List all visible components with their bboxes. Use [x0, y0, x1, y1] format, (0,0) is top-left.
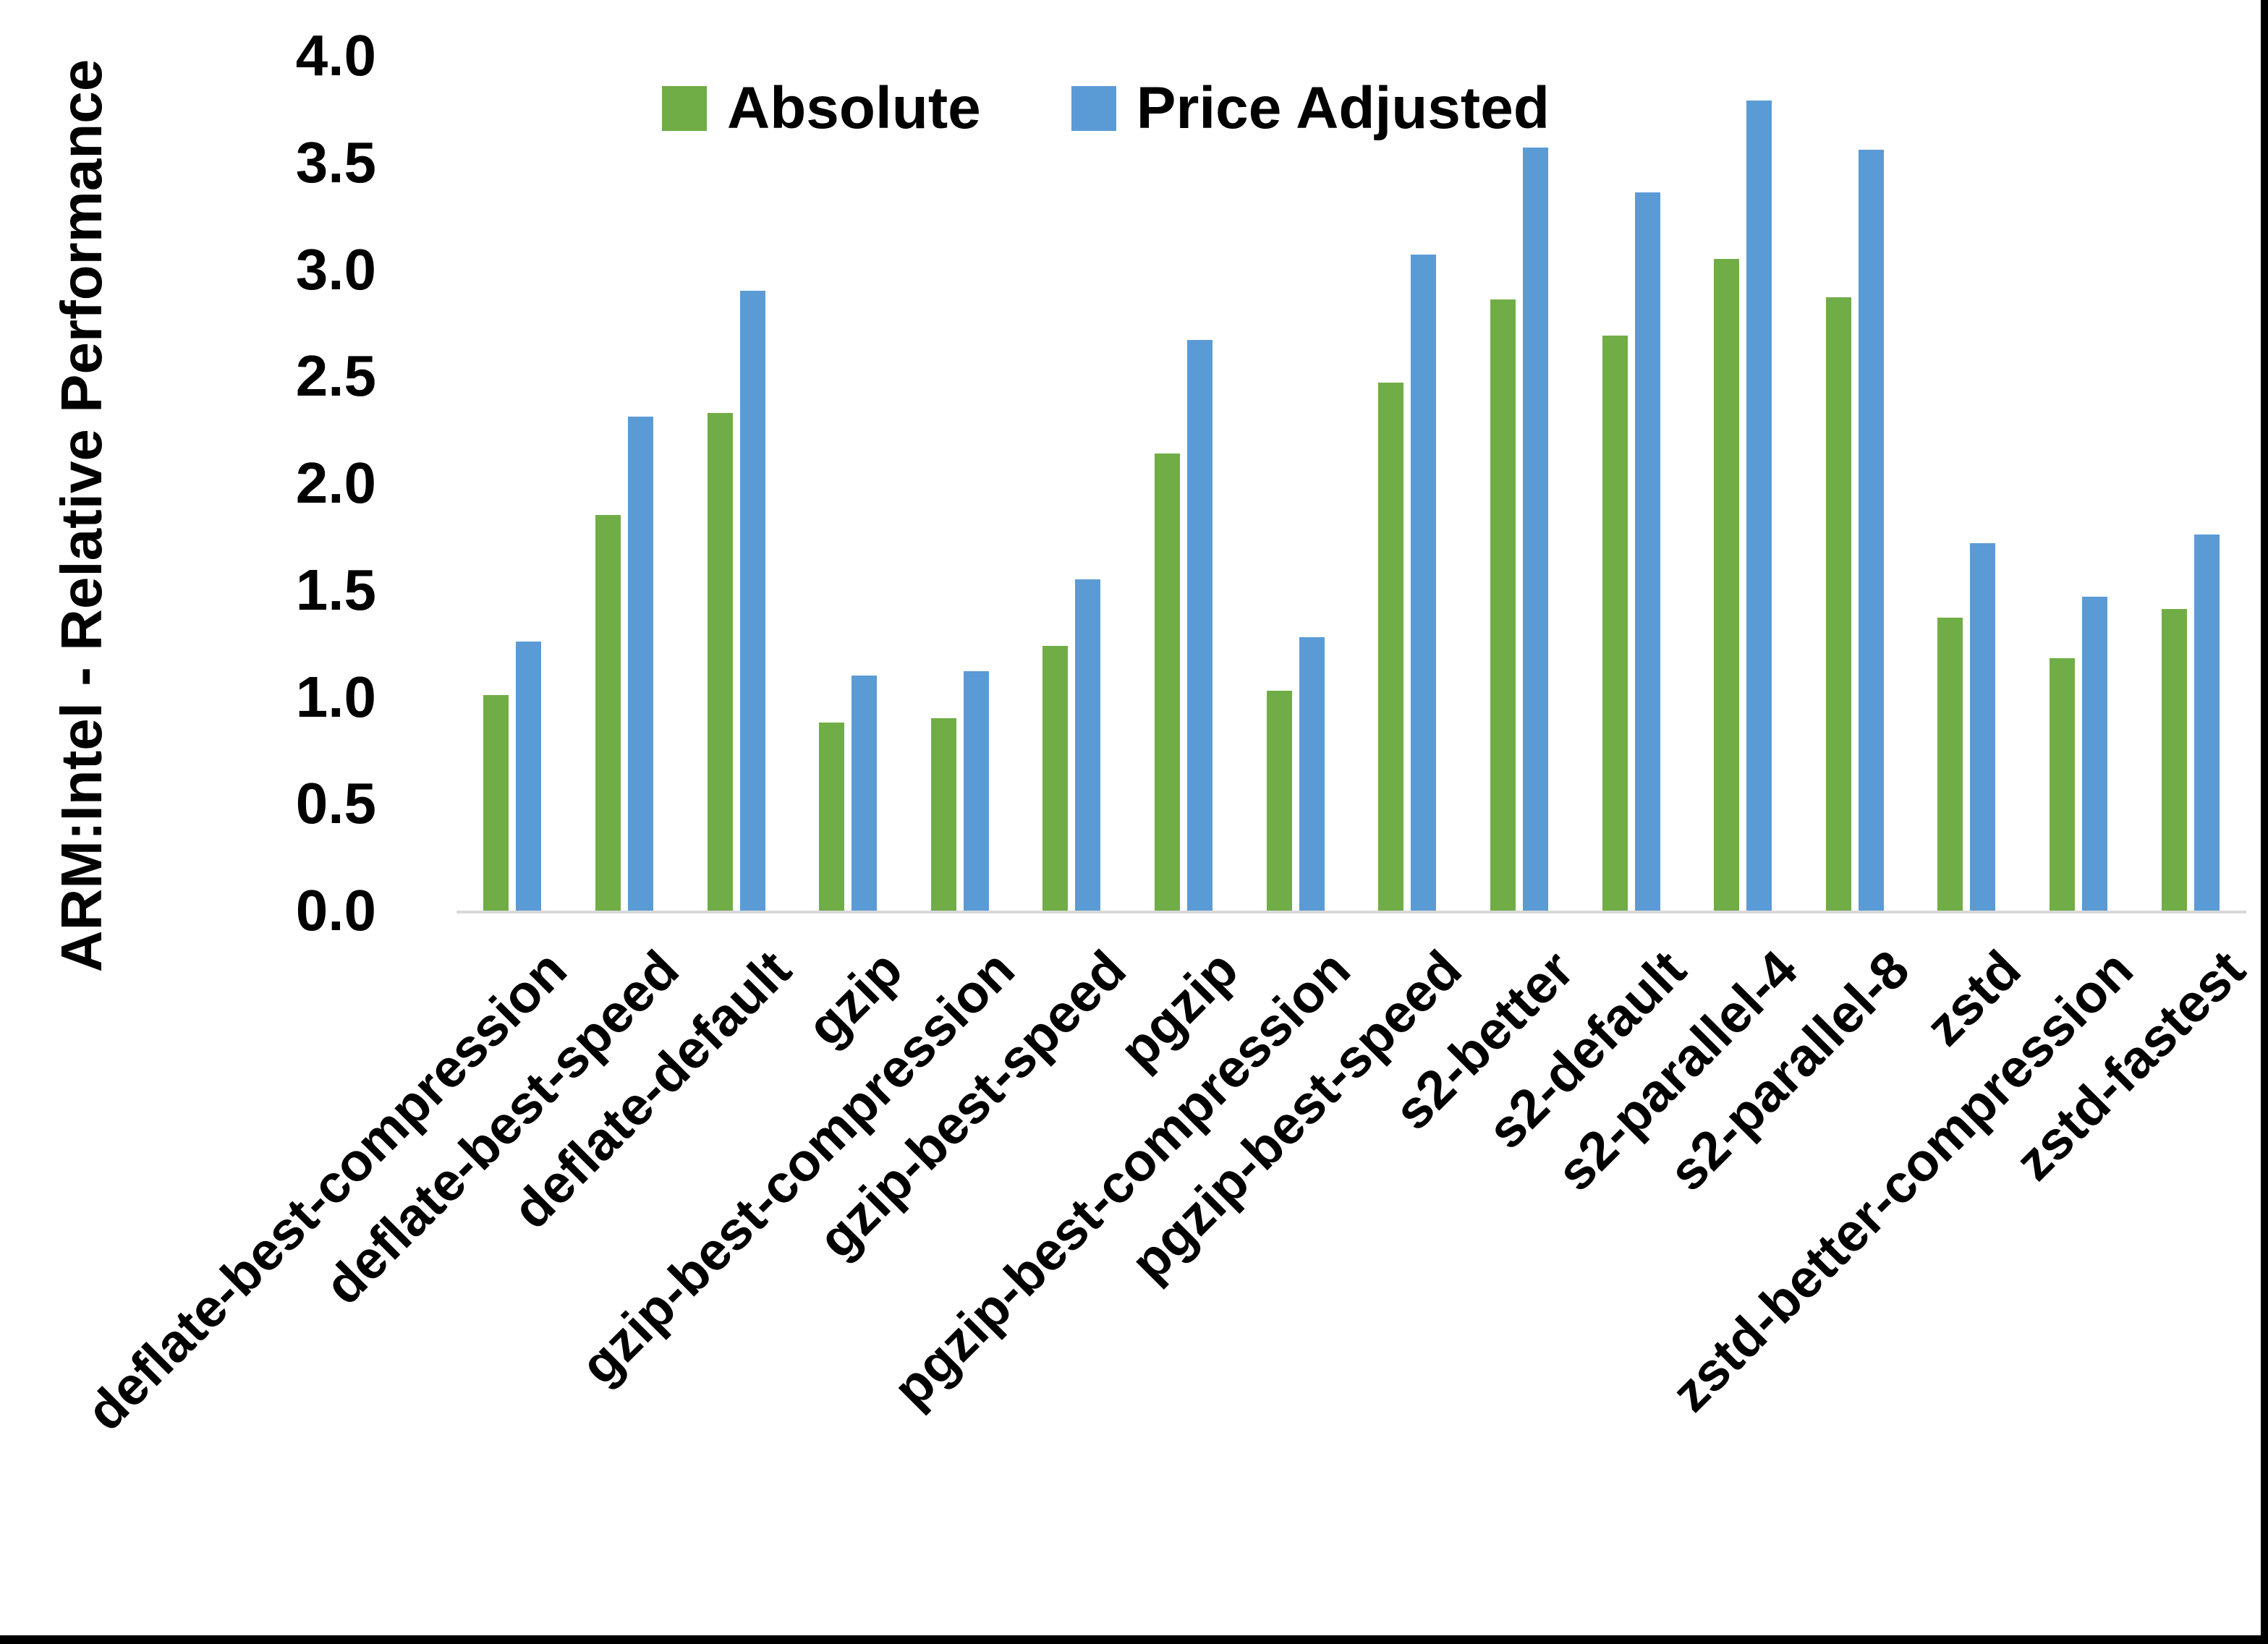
bar-group-deflate-default: [680, 56, 792, 911]
bar-group-s2-default: [1575, 56, 1687, 911]
bar-price-adjusted-deflate-best-speed: [627, 417, 653, 911]
bar-price-adjusted-deflate-default: [739, 291, 765, 911]
bar-price-adjusted-s2-default: [1634, 192, 1660, 911]
bar-price-adjusted-pgzip: [1187, 340, 1213, 911]
legend-swatch-absolute-icon: [662, 86, 707, 131]
bar-absolute-s2-better: [1490, 299, 1516, 911]
legend-swatch-price-adjusted-icon: [1071, 86, 1116, 131]
bar-group-s2-parallel-8: [1799, 56, 1911, 911]
bar-price-adjusted-zstd-fastest: [2193, 534, 2220, 911]
bar-group-pgzip-best-speed: [1351, 56, 1464, 911]
bar-absolute-zstd-better-compression: [2050, 658, 2076, 911]
bar-absolute-s2-default: [1602, 336, 1628, 911]
bar-group-gzip: [792, 56, 904, 911]
screenshot-border-right: [2261, 0, 2268, 1644]
y-tick-label-4.0: 4.0: [295, 23, 376, 88]
bar-group-pgzip-best-compression: [1239, 56, 1351, 911]
bar-group-deflate-best-compression: [456, 56, 569, 911]
legend-item-price-adjusted: Price Adjusted: [1071, 71, 1550, 146]
y-tick-label-1.5: 1.5: [295, 557, 376, 622]
bar-absolute-s2-parallel-8: [1825, 297, 1851, 911]
bar-absolute-s2-parallel-4: [1714, 258, 1740, 911]
bar-group-gzip-best-compression: [904, 56, 1016, 911]
bar-price-adjusted-pgzip-best-speed: [1411, 254, 1437, 911]
legend-item-absolute: Absolute: [662, 71, 981, 146]
y-tick-label-0.5: 0.5: [295, 771, 376, 836]
bar-group-s2-better: [1464, 56, 1576, 911]
bar-price-adjusted-gzip: [851, 675, 878, 911]
bar-group-s2-parallel-4: [1687, 56, 1799, 911]
bar-absolute-deflate-best-speed: [595, 515, 621, 911]
bar-absolute-zstd: [1937, 618, 1963, 911]
bar-group-pgzip: [1128, 56, 1240, 911]
bar-price-adjusted-s2-parallel-4: [1746, 101, 1772, 911]
bar-absolute-deflate-default: [707, 412, 733, 911]
bar-absolute-gzip-best-compression: [930, 718, 956, 911]
bar-price-adjusted-pgzip-best-compression: [1299, 636, 1325, 911]
bar-price-adjusted-deflate-best-compression: [516, 641, 542, 911]
bar-price-adjusted-zstd-better-compression: [2082, 596, 2108, 911]
bar-price-adjusted-zstd: [1970, 542, 1996, 911]
bar-absolute-deflate-best-compression: [483, 694, 509, 911]
bar-group-gzip-best-speed: [1016, 56, 1128, 911]
bar-absolute-pgzip-best-compression: [1266, 690, 1292, 911]
y-tick-label-3.0: 3.0: [295, 237, 376, 302]
x-axis-line: [456, 911, 2246, 913]
y-tick-label-2.0: 2.0: [295, 451, 376, 515]
y-tick-label-0.0: 0.0: [295, 878, 376, 942]
bar-price-adjusted-gzip-best-speed: [1075, 579, 1101, 911]
bar-absolute-pgzip: [1155, 453, 1181, 911]
bar-group-zstd-better-compression: [2023, 56, 2135, 911]
bar-price-adjusted-s2-parallel-8: [1858, 150, 1884, 911]
bar-price-adjusted-gzip-best-compression: [963, 671, 989, 911]
y-axis-title: ARM:Intel - Relative Performance: [49, 59, 114, 973]
y-tick-label-2.5: 2.5: [295, 344, 376, 409]
legend-label-price-adjusted: Price Adjusted: [1136, 75, 1550, 141]
bar-absolute-gzip: [819, 722, 845, 911]
bar-absolute-gzip-best-speed: [1042, 645, 1069, 911]
bar-absolute-zstd-fastest: [2161, 609, 2187, 911]
bar-group-zstd: [1911, 56, 2023, 911]
y-tick-label-3.5: 3.5: [295, 129, 376, 195]
legend: Absolute Price Adjusted: [662, 71, 1550, 146]
bar-price-adjusted-s2-better: [1522, 148, 1548, 911]
plot-area: [456, 56, 2246, 911]
bar-group-zstd-fastest: [2134, 56, 2246, 911]
screenshot-border-bottom: [0, 1635, 2268, 1644]
legend-label-absolute: Absolute: [727, 75, 981, 141]
y-tick-label-1.0: 1.0: [295, 664, 376, 729]
bar-absolute-pgzip-best-speed: [1378, 383, 1404, 911]
bar-group-deflate-best-speed: [569, 56, 681, 911]
